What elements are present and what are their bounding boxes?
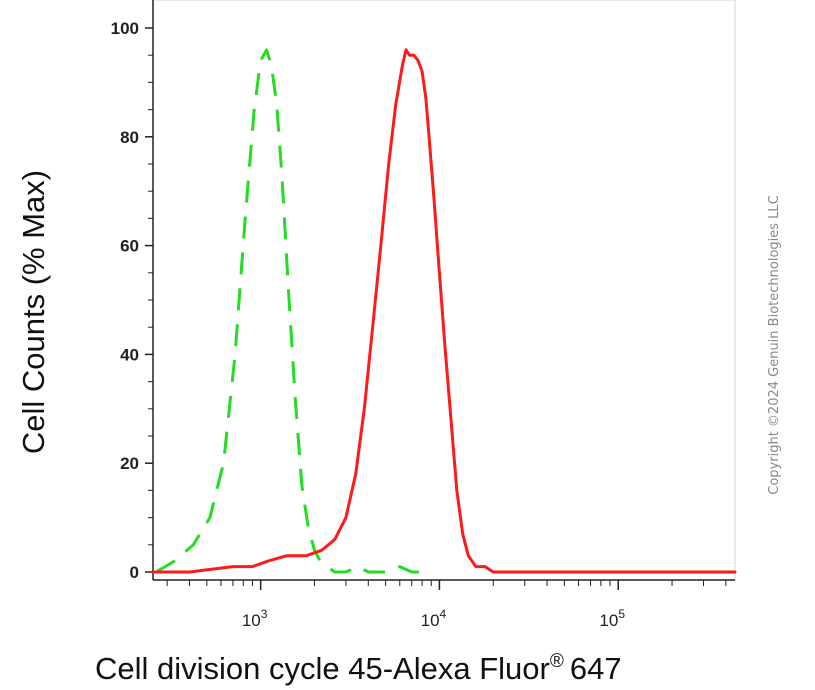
- y-tick-label: 60: [120, 237, 139, 256]
- y-tick-label: 80: [120, 128, 139, 147]
- x-tick-label: 104: [421, 607, 447, 630]
- y-tick-label: 40: [120, 345, 139, 364]
- series-layer: [151, 48, 737, 574]
- y-tick-label: 0: [130, 563, 139, 582]
- x-tick-label: 105: [599, 607, 625, 630]
- x-tick-label: 103: [242, 607, 268, 630]
- stained-series-line: [151, 48, 737, 574]
- y-tick-label: 20: [120, 454, 139, 473]
- y-axis-ticks: 0 20 40 60 80 100: [111, 19, 153, 582]
- y-axis-title: Cell Counts (% Max): [16, 170, 51, 454]
- x-axis-title-main: Cell division cycle 45-Alexa Fluor: [95, 651, 550, 686]
- control-series-line: [155, 48, 432, 574]
- x-axis-title-registered: ®: [550, 651, 564, 672]
- x-axis-title-suffix: 647: [570, 651, 622, 686]
- x-axis-ticks: 103 104 105: [166, 580, 727, 630]
- y-tick-label: 100: [111, 19, 139, 38]
- copyright-notice: Copyright ©2024 Genuin Biotechnologies L…: [767, 195, 782, 494]
- x-axis-title: Cell division cycle 45-Alexa Fluor® 647: [95, 651, 622, 686]
